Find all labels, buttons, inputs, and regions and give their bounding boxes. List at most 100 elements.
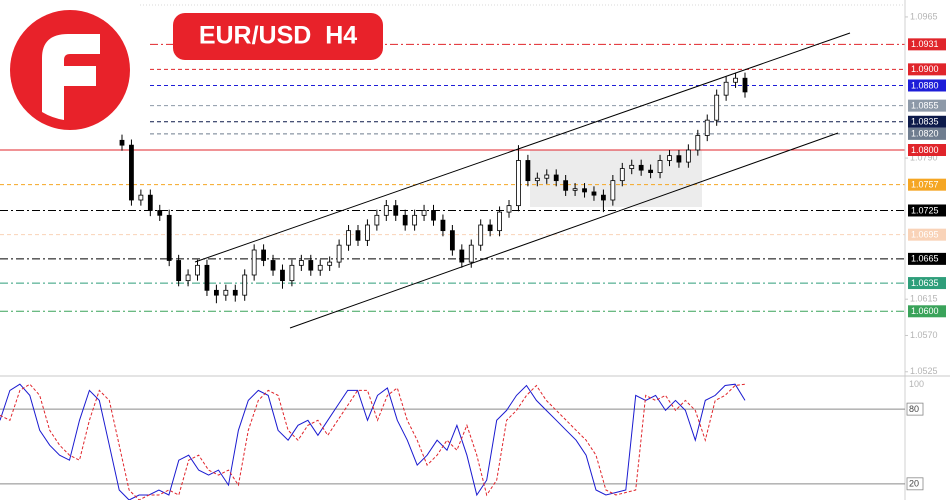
candle-body: [468, 244, 474, 263]
level-badge: [908, 204, 946, 217]
level-badge: [908, 79, 946, 92]
candle-body: [742, 77, 748, 93]
candle-body: [251, 249, 257, 276]
logo-glyph: [42, 34, 100, 120]
level-badge: [908, 144, 946, 156]
candle-body: [421, 210, 427, 216]
candle-body: [365, 224, 370, 241]
level-badge: [908, 38, 946, 51]
stoch-tick-label: 20: [909, 479, 919, 489]
level-label: 1.0800: [911, 145, 939, 155]
candle-body: [185, 274, 191, 282]
level-badge: [908, 228, 946, 241]
y-tick-label: 1.0790: [910, 152, 938, 162]
level-badge: [908, 277, 946, 290]
candle-body: [648, 169, 654, 173]
chart-title: EUR/USD H4: [199, 22, 357, 50]
level-label: 1.0725: [911, 205, 939, 215]
candle-body: [478, 224, 484, 246]
stoch-tick-box: [906, 402, 924, 416]
candle-body: [383, 205, 389, 216]
y-tick-label: 1.0525: [910, 366, 938, 376]
candle-body: [544, 174, 550, 179]
candle-body: [657, 160, 663, 173]
candle-body: [346, 230, 351, 246]
level-label: 1.0757: [911, 180, 939, 190]
candle-body: [223, 289, 229, 296]
candle-body: [176, 260, 182, 282]
level-label: 1.0665: [911, 254, 939, 264]
candle-body: [204, 264, 210, 291]
candle-body: [610, 180, 616, 201]
stoch-tick-box: [906, 477, 924, 491]
level-label: 1.0835: [911, 117, 939, 127]
candles: [119, 72, 748, 304]
candle-body: [280, 269, 285, 282]
candle-body: [336, 244, 342, 263]
level-label: 1.0855: [911, 101, 939, 111]
candle-body: [355, 230, 361, 241]
candle-body: [497, 211, 502, 232]
candle-body: [704, 119, 710, 136]
levels: [0, 43, 905, 312]
consolidation-box: [530, 150, 702, 207]
candle-body: [147, 194, 153, 211]
candle-body: [534, 177, 540, 182]
level-badge: [908, 63, 946, 76]
candle-body: [431, 210, 436, 221]
candle-body: [213, 289, 219, 296]
candle-body: [695, 135, 701, 151]
level-label: 1.0820: [911, 129, 939, 139]
stoch-tick-label: 100: [909, 379, 924, 389]
logo: [8, 8, 132, 132]
candle-body: [242, 274, 248, 296]
level-badge: [908, 127, 946, 140]
candle-body: [412, 214, 418, 226]
stochastic-panel: 100 80 20: [0, 379, 924, 500]
candle-body: [506, 205, 512, 213]
candle-body: [449, 230, 455, 251]
candle-body: [289, 264, 295, 282]
candle-body: [487, 224, 493, 232]
channel-lower: [289, 132, 839, 329]
candle-body: [525, 160, 531, 182]
candle-body: [440, 219, 446, 232]
level-badge: [908, 178, 946, 191]
level-badge: [908, 115, 946, 128]
candle-body: [157, 210, 163, 216]
candle-body: [393, 205, 399, 216]
candle-body: [129, 144, 134, 201]
level-badge: [908, 305, 946, 318]
candle-body: [685, 149, 691, 163]
level-label: 1.0600: [911, 306, 939, 316]
candle-body: [232, 289, 238, 296]
price-axis: 1.0965 1.0790 1.0615 1.0570 1.0525 1.0931 1.09…: [905, 11, 946, 376]
candle-body: [676, 155, 682, 163]
stoch-tick-label: 80: [909, 404, 919, 414]
y-tick-label: 1.0570: [910, 330, 938, 340]
candle-body: [714, 94, 720, 121]
level-label: 1.0695: [911, 230, 939, 240]
candle-body: [619, 168, 625, 182]
candle-body: [119, 139, 125, 146]
candle-body: [667, 155, 672, 161]
candle-body: [308, 260, 314, 271]
stoch-line: [0, 383, 746, 500]
candle-body: [638, 164, 644, 171]
channel-upper: [194, 32, 851, 263]
title-badge: [173, 13, 383, 60]
candle-body: [591, 191, 597, 196]
level-label: 1.0931: [911, 39, 939, 49]
level-label: 1.0880: [911, 80, 939, 90]
candle-body: [733, 77, 738, 83]
stoch-line: [0, 383, 746, 500]
candle-body: [572, 188, 578, 191]
candle-body: [138, 194, 144, 201]
y-tick-label: 1.0615: [910, 294, 938, 304]
candle-body: [459, 249, 465, 263]
candle-body: [516, 160, 521, 207]
candle-body: [166, 214, 172, 261]
